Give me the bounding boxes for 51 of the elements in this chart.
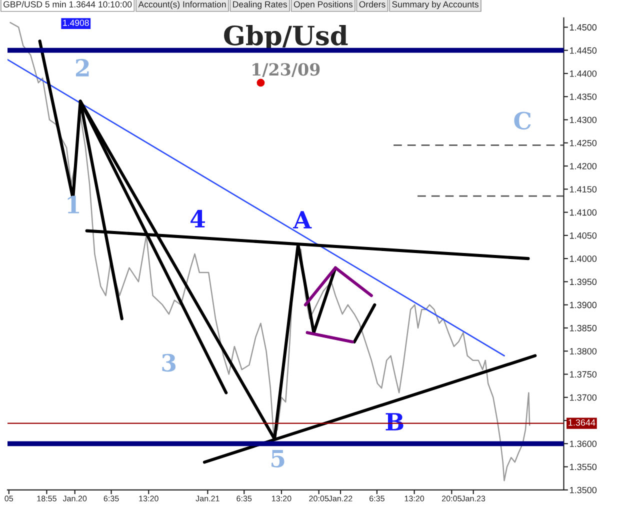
text: GBP/USD 5 min 1.3644 10:10:00 (4, 1, 132, 8)
y-tick-label: 1.4150 (570, 186, 597, 193)
x-tick-label: 05 (4, 496, 14, 502)
y-tick-label: 1.4100 (570, 209, 597, 216)
y-tick-label: 1.4200 (570, 162, 597, 170)
y-tick-label: 1.3900 (570, 302, 597, 308)
annotation: 4 (190, 210, 205, 228)
y-tick-label: 1.3500 (570, 486, 597, 494)
x-tick-label: Jan.21 (196, 496, 220, 502)
annotation: C (514, 112, 531, 130)
y-tick-label: 1.3600 (570, 440, 597, 448)
y-tick-label: 1.3750 (570, 371, 597, 378)
x-tick-label: 6:35 (104, 496, 119, 502)
y-tick-label: 1.3850 (570, 324, 597, 332)
text: Orders (359, 1, 386, 8)
ref-line-label: 1.3644 (568, 419, 596, 426)
annotation: 3 (162, 354, 176, 372)
text: 1/23/09 (252, 63, 320, 77)
y-tick-label: 1.4250 (570, 140, 597, 146)
text: Account(s) Information (138, 1, 226, 10)
x-tick-label: 20:05 (309, 496, 329, 502)
y-tick-label: 1.4450 (570, 47, 597, 54)
y-tick-label: 1.3700 (570, 394, 597, 401)
annotation: 1.4908 (63, 20, 89, 26)
x-tick-label: 20:05 (442, 496, 462, 502)
x-tick-label: Jan.20 (62, 496, 87, 502)
x-tick-label: 13:20 (139, 496, 158, 502)
chart-title: Gbp/Usd (224, 25, 348, 51)
y-tick-label: 1.3550 (570, 464, 597, 470)
y-tick-label: 1.3800 (570, 348, 597, 354)
annotation: 1 (68, 196, 79, 214)
y-tick-label: 1.4050 (570, 232, 597, 239)
x-tick-label: 18:55 (37, 496, 56, 502)
y-tick-label: 1.4300 (570, 116, 597, 124)
x-tick-label: 13:20 (272, 496, 292, 502)
x-tick-label: 13:20 (404, 496, 424, 502)
y-tick-label: 1.4500 (570, 24, 597, 31)
annotation: 2 (76, 58, 89, 76)
x-tick-label: 6:35 (236, 496, 252, 502)
annotation: A (292, 211, 312, 228)
x-tick-label: 6:35 (370, 496, 384, 502)
annotation: 5 (272, 450, 284, 468)
y-tick-label: 1.4400 (570, 70, 597, 77)
text: Open Positions (294, 1, 353, 10)
text: Dealing Rates (233, 1, 288, 10)
y-tick-label: 1.4000 (570, 256, 597, 262)
x-tick-label: Jan.22 (328, 496, 352, 502)
y-tick-label: 1.4350 (570, 94, 597, 100)
text: Summary by Accounts (392, 1, 478, 10)
y-tick-label: 1.3950 (570, 278, 597, 286)
x-tick-label: Jan.23 (461, 496, 486, 502)
